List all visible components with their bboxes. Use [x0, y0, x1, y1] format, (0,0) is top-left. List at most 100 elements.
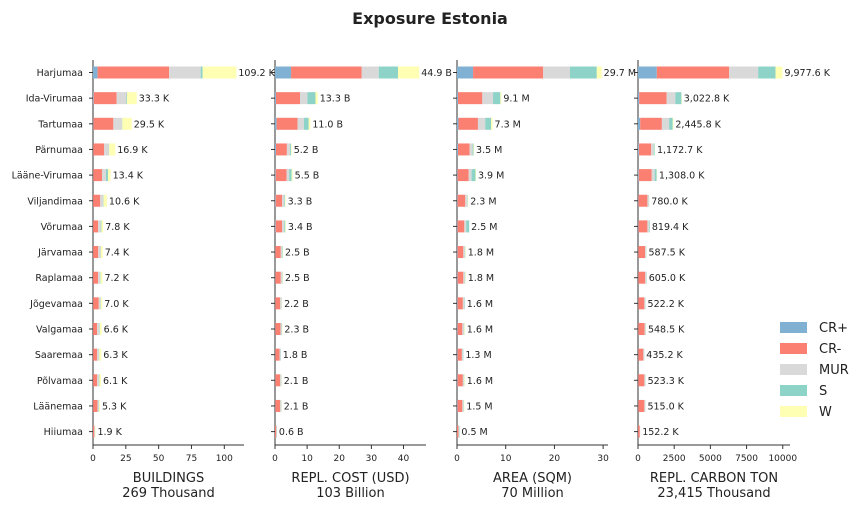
- x-axis-label: BUILDINGS: [133, 471, 204, 486]
- bar-segment-crminus: [93, 246, 99, 259]
- bar-segment-s: [466, 220, 470, 233]
- bar-value-label: 29.7 M: [604, 68, 636, 79]
- bar-segment-s: [99, 323, 100, 335]
- bar-segment-crminus: [638, 143, 652, 156]
- region-label: Viljandimaa: [27, 196, 83, 207]
- x-axis-label: REPL. CARBON TON: [650, 471, 778, 486]
- bar-segment-crminus: [93, 194, 101, 207]
- bar-segment-mur: [280, 374, 282, 387]
- bar-segment-w: [500, 92, 502, 105]
- bar-segment-crminus: [638, 425, 640, 438]
- bar-value-label: 7.2 K: [104, 273, 129, 284]
- bar-segment-crminus: [457, 220, 465, 233]
- bar-value-label: 1.8 M: [468, 273, 494, 284]
- bar-segment-s: [200, 66, 203, 79]
- bar-segment-mur: [100, 194, 104, 207]
- bar-segment-crplus: [457, 92, 458, 105]
- bar-value-label: 3.4 B: [288, 222, 313, 233]
- x-tick-label: 0: [90, 454, 96, 464]
- bar-segment-w: [596, 66, 602, 79]
- bar-segment-crminus: [93, 92, 117, 105]
- bar-value-label: 522.2 K: [648, 299, 685, 310]
- region-label: Valgamaa: [36, 325, 83, 336]
- region-label: Pärnumaa: [35, 145, 83, 156]
- bar-segment-mur: [300, 92, 308, 105]
- bar-value-label: 10.6 K: [109, 196, 140, 207]
- x-tick-label: 100: [216, 454, 233, 464]
- bar-value-label: 16.9 K: [117, 145, 148, 156]
- bar-value-label: 44.9 B: [421, 68, 452, 79]
- x-axis-label: AREA (SQM): [493, 471, 572, 486]
- bar-segment-crminus: [457, 399, 463, 412]
- legend-label: MUR: [819, 363, 849, 378]
- bar-segment-crminus: [473, 66, 544, 79]
- x-tick-label: 10000: [768, 454, 797, 464]
- bar-segment-crminus: [457, 271, 464, 284]
- region-label: Järvamaa: [37, 248, 83, 259]
- bar-segment-crminus: [93, 117, 114, 130]
- bar-segment-crminus: [640, 117, 662, 130]
- bar-segment-mur: [465, 194, 468, 207]
- bar-segment-crminus: [275, 92, 301, 105]
- x-tick-label: 20: [549, 454, 561, 464]
- panel-2: 0 10 20 30 40 REPL. COST (USD)103 Billion 44.9…: [271, 60, 452, 501]
- bar-segment-mur: [462, 297, 465, 310]
- bar-segment-crplus: [457, 117, 459, 130]
- bar-segment-w: [99, 348, 102, 361]
- bar-value-label: 1,172.7 K: [657, 145, 703, 156]
- bar-segment-crminus: [93, 323, 98, 335]
- bar-value-label: 548.5 K: [648, 325, 685, 336]
- bar-segment-w: [672, 117, 674, 130]
- bar-segment-crminus: [275, 297, 281, 310]
- x-tick-label: 40: [398, 454, 410, 464]
- bar-segment-mur: [97, 399, 99, 412]
- legend-label: CR+: [819, 321, 848, 336]
- bar-segment-w: [99, 323, 102, 335]
- bar-segment-crplus: [638, 92, 640, 105]
- bar-segment-mur: [647, 220, 650, 233]
- bar-segment-mur: [282, 194, 285, 207]
- bar-segment-mur: [282, 220, 285, 233]
- x-tick-label: 0: [272, 454, 278, 464]
- region-label: Ida-Virumaa: [26, 94, 83, 105]
- bar-segment-s: [669, 117, 673, 130]
- bar-segment-crminus: [457, 297, 463, 310]
- bar-segment-w: [127, 92, 137, 105]
- bar-segment-s: [675, 92, 682, 105]
- bar-segment-crminus: [457, 92, 483, 105]
- bar-segment-mur: [463, 246, 465, 259]
- bar-segment-crminus: [638, 348, 644, 361]
- bar-segment-mur: [645, 246, 647, 259]
- bar-value-label: 152.2 K: [642, 427, 679, 438]
- bar-segment-mur: [643, 348, 645, 361]
- legend-swatch: [780, 343, 807, 354]
- x-axis-label: REPL. COST (USD): [291, 471, 409, 486]
- region-label: Võrumaa: [41, 222, 83, 233]
- x-tick-label: 0: [635, 454, 641, 464]
- bar-value-label: 7.0 K: [104, 299, 129, 310]
- bar-segment-crminus: [458, 117, 478, 130]
- bar-segment-crminus: [97, 66, 170, 79]
- bar-segment-s: [126, 92, 128, 105]
- x-tick-label: 10: [500, 454, 512, 464]
- panel-3: 0 10 20 30 AREA (SQM)70 Million 29.7 M 9.1 M 7.…: [453, 60, 636, 501]
- bar-segment-mur: [286, 143, 291, 156]
- bar-segment-mur: [462, 323, 464, 335]
- region-label: Hiiumaa: [44, 427, 83, 438]
- bar-value-label: 780.0 K: [651, 196, 688, 207]
- bar-segment-s: [471, 169, 476, 182]
- bar-segment-crminus: [457, 246, 464, 259]
- bar-value-label: 3.3 B: [288, 196, 313, 207]
- bar-segment-w: [284, 194, 286, 207]
- legend-label: W: [819, 405, 832, 420]
- bar-value-label: 3,022.8 K: [684, 94, 730, 105]
- bar-segment-w: [103, 194, 107, 207]
- bar-segment-w: [308, 117, 311, 130]
- region-label: Raplamaa: [35, 273, 83, 284]
- bar-segment-crminus: [275, 399, 281, 412]
- legend-swatch: [780, 406, 807, 417]
- bar-value-label: 1.5 M: [466, 401, 492, 412]
- bar-segment-s: [284, 220, 286, 233]
- bar-value-label: 2.1 B: [284, 376, 309, 387]
- bar-segment-crminus: [93, 425, 95, 438]
